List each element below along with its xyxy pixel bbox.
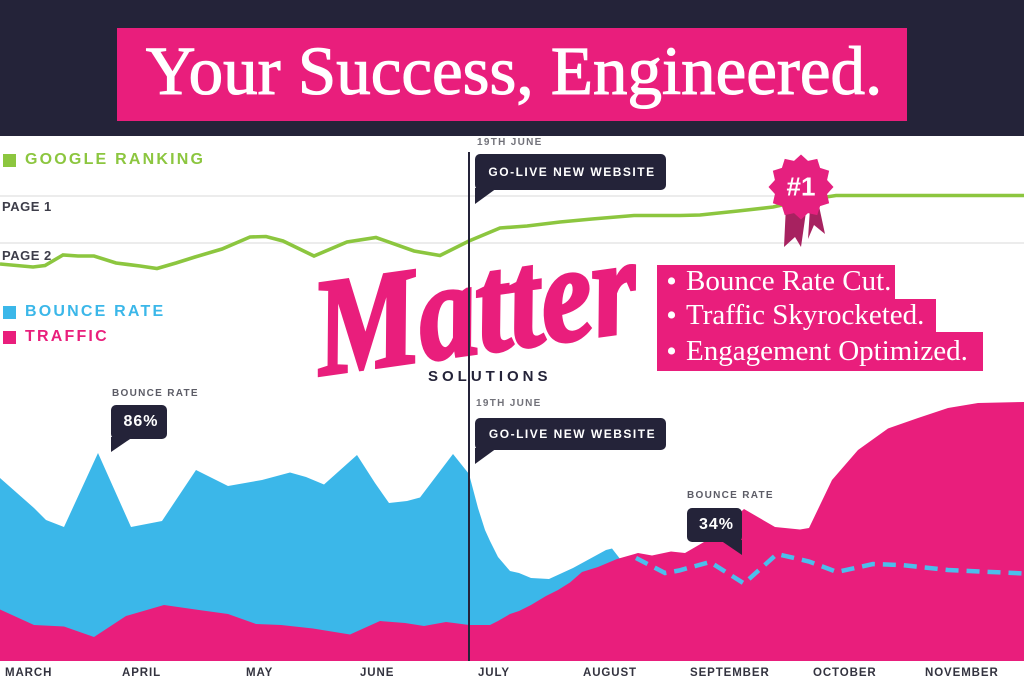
svg-text:#1: #1	[787, 172, 816, 202]
